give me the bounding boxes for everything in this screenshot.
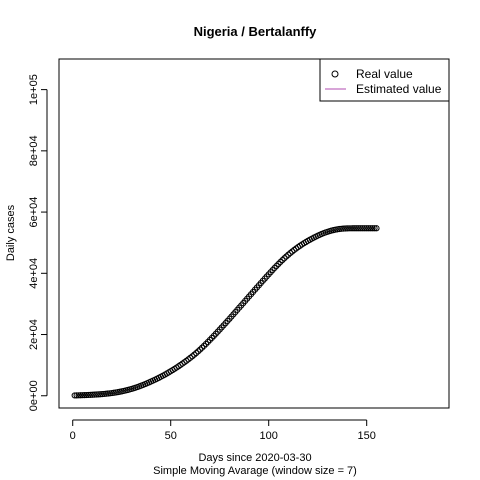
data-point <box>357 225 364 232</box>
y-tick-label: 6e+04 <box>28 197 40 228</box>
data-point <box>95 391 102 398</box>
data-point <box>73 392 80 399</box>
data-point <box>202 340 210 348</box>
data-point <box>100 390 108 398</box>
data-point <box>285 251 292 258</box>
x-tick-label: 0 <box>70 430 76 442</box>
data-point <box>81 392 88 399</box>
data-point <box>87 391 94 398</box>
data-point <box>275 260 282 268</box>
data-point <box>83 391 90 399</box>
data-point <box>195 348 202 355</box>
y-axis: 0e+00 2e+04 4e+04 6e+04 8e+04 1e+05 <box>28 74 48 411</box>
series-real-value <box>71 225 380 399</box>
data-point <box>89 391 96 398</box>
data-point <box>204 338 212 346</box>
data-point <box>198 344 206 351</box>
x-axis-sublabel: Simple Moving Avarage (window size = 7) <box>153 465 357 477</box>
data-point <box>343 225 351 232</box>
data-point <box>340 225 347 232</box>
data-point <box>75 392 82 399</box>
plot-area <box>58 58 450 409</box>
x-axis-label: Days since 2020-03-30 <box>198 452 311 464</box>
series-layer <box>71 225 380 399</box>
data-point <box>193 349 200 357</box>
data-point <box>281 255 288 262</box>
data-point <box>347 225 355 232</box>
data-point <box>373 225 380 232</box>
data-point <box>351 225 359 232</box>
data-point <box>345 225 353 232</box>
data-point <box>359 225 366 232</box>
data-point <box>197 346 204 353</box>
data-point <box>363 225 370 232</box>
data-point <box>97 391 104 398</box>
x-tick-label: 50 <box>165 430 177 442</box>
data-point <box>342 225 349 232</box>
data-point <box>206 336 213 344</box>
data-point <box>349 225 357 232</box>
data-point <box>369 225 376 232</box>
y-tick-label: 4e+04 <box>28 258 40 289</box>
legend-label-real-value: Real value <box>356 67 413 81</box>
data-point <box>353 225 360 232</box>
y-tick-label: 8e+04 <box>28 135 40 166</box>
data-point <box>71 392 78 399</box>
data-point <box>99 391 106 398</box>
data-point <box>85 391 92 399</box>
data-point <box>361 225 368 232</box>
y-tick-label: 2e+04 <box>28 319 40 350</box>
y-tick-label: 1e+05 <box>28 74 40 105</box>
data-point <box>200 342 208 349</box>
legend-marker-real-value <box>331 70 339 78</box>
x-tick-label: 100 <box>260 430 278 442</box>
data-point <box>93 391 100 398</box>
data-point <box>279 256 286 264</box>
chart-title: Nigeria / Bertalanffy <box>194 24 318 39</box>
legend-box <box>319 58 450 102</box>
data-point <box>79 392 86 399</box>
data-point <box>371 225 378 232</box>
data-point <box>283 253 290 260</box>
data-point <box>367 225 374 232</box>
data-point <box>91 391 98 398</box>
data-point <box>77 392 84 399</box>
data-point <box>338 225 345 232</box>
y-axis-label: Daily cases <box>5 204 17 261</box>
data-point <box>355 225 362 232</box>
data-point <box>365 225 372 232</box>
legend-label-estimated-value: Estimated value <box>356 82 442 96</box>
data-point <box>273 262 280 270</box>
x-tick-label: 150 <box>358 430 376 442</box>
data-point <box>277 258 284 266</box>
legend: Real value Estimated value <box>319 58 450 102</box>
y-tick-label: 0e+00 <box>28 380 40 411</box>
x-axis: 0 50 100 150 <box>70 419 376 442</box>
